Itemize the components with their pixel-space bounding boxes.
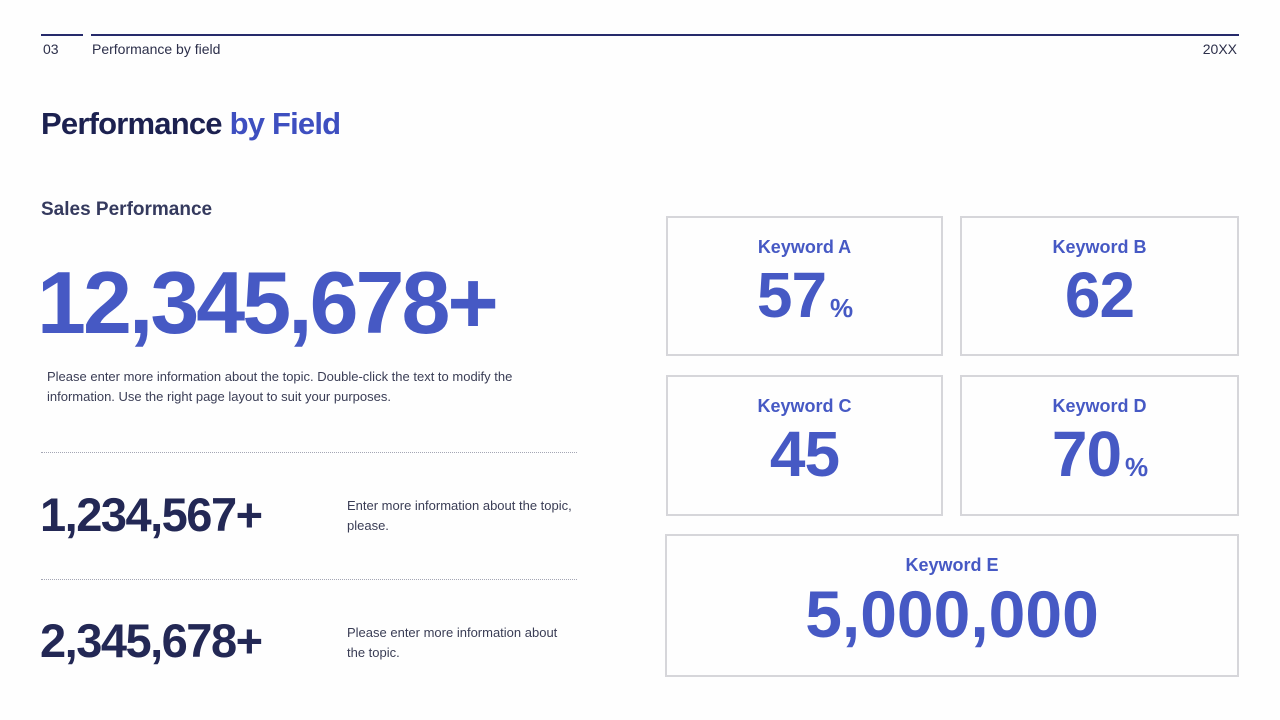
- keyword-label: Keyword C: [757, 396, 852, 416]
- keyword-label: Keyword B: [1052, 237, 1147, 257]
- keyword-card-c: Keyword C 45: [666, 375, 943, 516]
- keyword-number: 70: [1051, 418, 1122, 490]
- keyword-number: 5,000,000: [805, 577, 1099, 651]
- keyword-value: 57%: [668, 260, 941, 330]
- sales-main-description: Please enter more information about the …: [47, 369, 513, 404]
- keyword-label: Keyword D: [1052, 396, 1147, 416]
- keyword-card-b: Keyword B 62: [960, 216, 1239, 356]
- keyword-value: 70%: [962, 419, 1237, 489]
- keyword-card-e: Keyword E 5,000,000: [665, 534, 1239, 677]
- stat-value-1: 1,234,567+: [40, 488, 263, 541]
- sales-performance-label: Sales Performance: [41, 199, 213, 220]
- section-number: 03: [43, 41, 59, 57]
- keyword-card-a: Keyword A 57%: [666, 216, 943, 356]
- page-title-main: Performance: [41, 106, 223, 141]
- stat-description-1: Enter more information about the topic, …: [347, 498, 572, 533]
- keyword-value: 5,000,000: [667, 578, 1237, 651]
- keyword-number: 62: [1064, 259, 1135, 331]
- stat-value-2: 2,345,678+: [40, 614, 263, 667]
- keyword-label: Keyword A: [757, 237, 852, 257]
- header-rule-left: [41, 34, 83, 36]
- keyword-value: 62: [962, 260, 1237, 330]
- header-rule-right: [91, 34, 1239, 36]
- stat-description-2: Please enter more information about the …: [347, 625, 558, 660]
- keyword-value: 45: [668, 419, 941, 489]
- section-title: Performance by field: [92, 41, 221, 57]
- keyword-label: Keyword E: [905, 555, 999, 575]
- keyword-number: 57: [756, 259, 827, 331]
- keyword-card-d: Keyword D 70%: [960, 375, 1239, 516]
- divider: [41, 452, 577, 453]
- page-title-accent: by Field: [229, 106, 342, 141]
- sales-main-value: 12,345,678+: [37, 253, 499, 352]
- keyword-unit: %: [830, 293, 853, 323]
- keyword-number: 45: [769, 418, 840, 490]
- year-label: 20XX: [1202, 41, 1237, 57]
- keyword-unit: %: [1125, 452, 1148, 482]
- divider: [41, 579, 577, 580]
- page-title: Performance by Field: [41, 106, 342, 142]
